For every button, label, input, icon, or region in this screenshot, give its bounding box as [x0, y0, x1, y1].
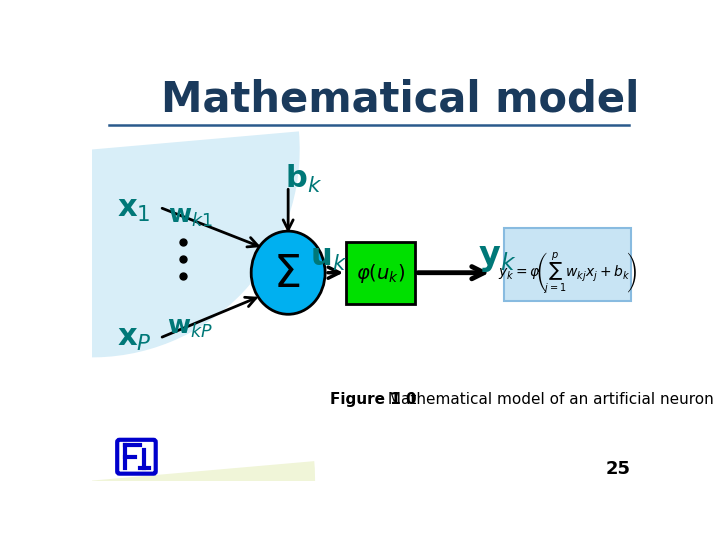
Text: $\Sigma$: $\Sigma$	[273, 253, 300, 296]
Text: $\varphi(u_k)$: $\varphi(u_k)$	[356, 262, 405, 285]
Text: Figure 1 0: Figure 1 0	[330, 392, 417, 407]
Ellipse shape	[251, 231, 325, 314]
Wedge shape	[92, 461, 315, 540]
FancyBboxPatch shape	[504, 228, 631, 301]
Text: $\mathbf{b}_k$: $\mathbf{b}_k$	[285, 163, 322, 195]
Text: $\mathbf{w}_{k1}$: $\mathbf{w}_{k1}$	[168, 205, 213, 229]
Text: $\mathbf{u}_k$: $\mathbf{u}_k$	[310, 244, 347, 273]
Text: 25: 25	[606, 460, 631, 478]
Text: $y_k = \varphi\!\left(\!\sum_{j=1}^{p} w_{kj} x_j + b_k\!\right)$: $y_k = \varphi\!\left(\!\sum_{j=1}^{p} w…	[498, 251, 637, 296]
Text: $\mathbf{y}_k$: $\mathbf{y}_k$	[478, 241, 517, 274]
Text: $\mathbf{x}_1$: $\mathbf{x}_1$	[117, 195, 151, 224]
Wedge shape	[84, 131, 300, 357]
Text: Mathematical model: Mathematical model	[161, 78, 639, 120]
Text: $\mathbf{x}_P$: $\mathbf{x}_P$	[117, 323, 151, 353]
Text: Mathematical model of an artificial neuron: Mathematical model of an artificial neur…	[383, 392, 714, 407]
Text: $\mathbf{w}_{kP}$: $\mathbf{w}_{kP}$	[167, 316, 213, 340]
FancyBboxPatch shape	[346, 242, 415, 303]
